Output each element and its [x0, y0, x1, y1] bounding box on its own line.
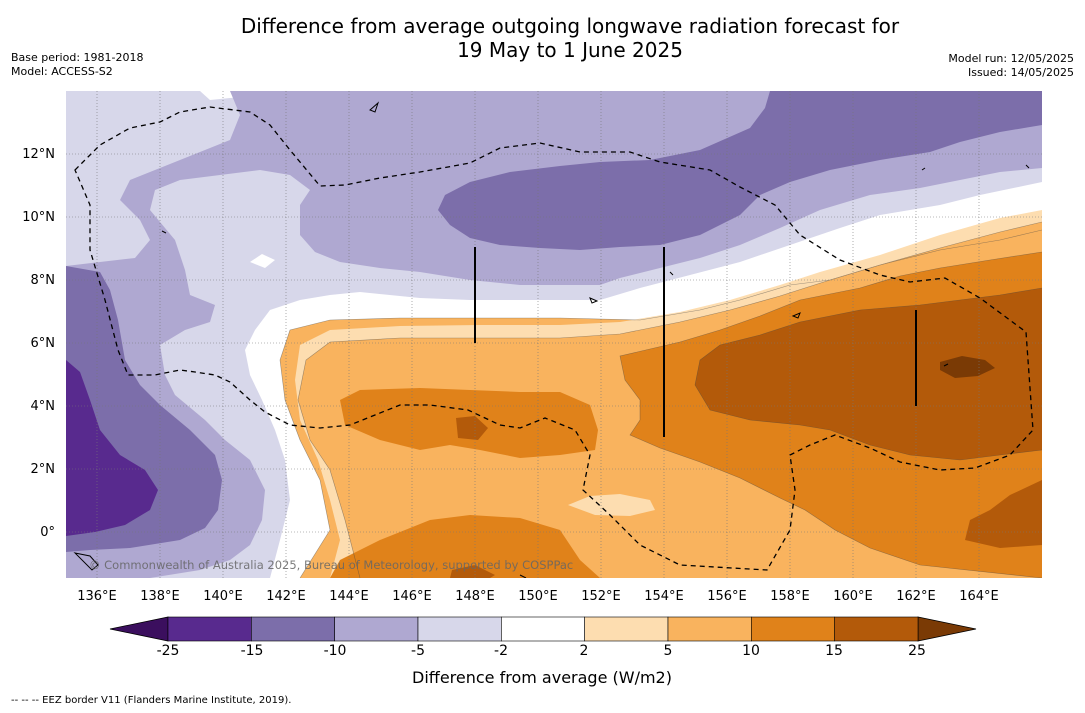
- lon-tick: 138°E: [140, 589, 180, 604]
- field-neutral-south: [568, 494, 655, 516]
- lat-tick: 10°N: [22, 210, 55, 225]
- lat-axis: 12°N 10°N 8°N 6°N 4°N 2°N 0°: [22, 147, 55, 540]
- field-over-25: [940, 356, 995, 378]
- colorbar-segment: [167, 616, 252, 642]
- marker-lines: [474, 247, 917, 437]
- model-info: Base period: 1981-2018 Model: ACCESS-S2: [11, 51, 143, 79]
- colorbar-segment: [751, 616, 835, 642]
- colorbar-segment: [834, 616, 919, 642]
- colorbar-segment: [334, 616, 419, 642]
- lon-tick: 160°E: [833, 589, 873, 604]
- colorbar-tick: -10: [323, 643, 347, 659]
- field-minus15-minus10: [66, 91, 1042, 552]
- lon-tick: 144°E: [329, 589, 369, 604]
- model-name: Model: ACCESS-S2: [11, 65, 113, 78]
- colorbar-segment: [251, 616, 335, 642]
- coastlines: [73, 101, 1030, 578]
- colorbar-over-arrow: [917, 616, 977, 642]
- field-neutral-patch: [250, 254, 275, 268]
- lon-tick: 152°E: [581, 589, 621, 604]
- lat-tick: 12°N: [22, 147, 55, 162]
- colorbar-tick: -2: [494, 643, 508, 659]
- colorbar-segment: [667, 616, 752, 642]
- base-period: Base period: 1981-2018: [11, 51, 144, 64]
- colorbar-segment: [417, 616, 502, 642]
- colorbar-tick: 5: [663, 643, 673, 659]
- colorbar-segment: [584, 616, 669, 642]
- contour-lines: [279, 221, 1042, 578]
- colorbar-tick: -25: [156, 643, 180, 659]
- lon-tick: 146°E: [392, 589, 432, 604]
- contour-fields: [66, 91, 1042, 578]
- lon-tick: 142°E: [266, 589, 306, 604]
- copyright-notice: © Commonwealth of Australia 2025, Bureau…: [89, 558, 574, 572]
- colorbar-under-arrow: [109, 616, 169, 642]
- lon-tick: 154°E: [644, 589, 684, 604]
- colorbar-tick: 10: [742, 643, 760, 659]
- colorbar-segment: [501, 616, 585, 642]
- lat-tick: 6°N: [31, 336, 56, 351]
- run-info: Model run: 12/05/2025 Issued: 14/05/2025: [948, 52, 1074, 80]
- colorbar-title: Difference from average (W/m2): [412, 668, 672, 687]
- lon-axis: 136°E 138°E 140°E 142°E 144°E 146°E 148°…: [77, 589, 999, 604]
- lon-tick: 162°E: [896, 589, 936, 604]
- lon-tick: 136°E: [77, 589, 117, 604]
- lon-tick: 148°E: [455, 589, 495, 604]
- colorbar-tick: 2: [579, 643, 589, 659]
- colorbar-tick: -15: [240, 643, 264, 659]
- lon-tick: 156°E: [707, 589, 747, 604]
- model-run-date: Model run: 12/05/2025: [948, 52, 1074, 65]
- colorbar: [109, 616, 977, 642]
- colorbar-tick: 25: [908, 643, 926, 659]
- lon-tick: 164°E: [959, 589, 999, 604]
- field-15-25: [450, 288, 1042, 578]
- lat-tick: 8°N: [31, 273, 56, 288]
- lon-tick: 158°E: [770, 589, 810, 604]
- issued-date: Issued: 14/05/2025: [967, 66, 1074, 79]
- map-title: Difference from average outgoing longwav…: [0, 14, 1085, 62]
- lon-tick: 150°E: [518, 589, 558, 604]
- lat-tick: 0°: [40, 525, 55, 540]
- field-under-minus15: [66, 360, 158, 536]
- lon-tick: 140°E: [203, 589, 243, 604]
- field-minus10-minus5: [66, 91, 1042, 578]
- colorbar-tick: 15: [825, 643, 843, 659]
- eez-legend: -- -- -- EEZ border V11 (Flanders Marine…: [11, 695, 292, 706]
- lat-tick: 4°N: [31, 399, 56, 414]
- colorbar-tick: -5: [411, 643, 425, 659]
- lat-tick: 2°N: [31, 462, 56, 477]
- title-line-1: Difference from average outgoing longwav…: [240, 14, 900, 38]
- gridlines: [66, 91, 1042, 578]
- title-line-2: 19 May to 1 June 2025: [457, 38, 683, 62]
